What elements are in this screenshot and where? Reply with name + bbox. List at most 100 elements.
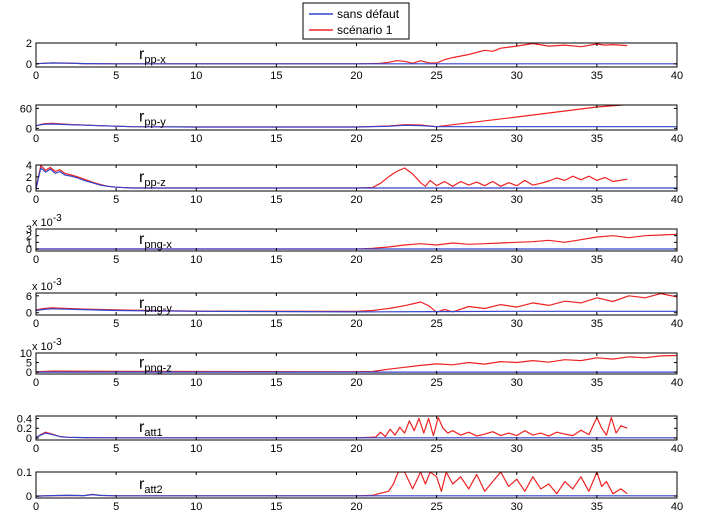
- x-tick-label: 5: [113, 377, 119, 389]
- y-tick-label: 2: [26, 38, 32, 50]
- x-tick-label: 40: [671, 443, 683, 455]
- series-line-scenario-1: [36, 354, 677, 373]
- subplot-att2: 0 5 10 15 20 25 30 35 40 0 0.1 ratt2: [17, 467, 683, 513]
- x-tick-label: 30: [511, 194, 523, 206]
- x-tick-label: 30: [511, 318, 523, 330]
- y-tick-label: 1: [26, 237, 32, 249]
- y-tick-label: 0.2: [17, 423, 32, 435]
- subplot-pp-z: 0 5 10 15 20 25 30 35 40 024 rpp-z: [26, 160, 683, 206]
- panel-label-pp-x: rpp-x: [139, 46, 166, 66]
- x-tick-label: 35: [591, 377, 603, 389]
- x-tick-label: 30: [511, 501, 523, 513]
- x-tick-label: 40: [671, 318, 683, 330]
- y-tick-label: 0.4: [17, 413, 32, 425]
- x-tick-label: 30: [511, 133, 523, 145]
- y-tick-label: 0: [26, 433, 32, 445]
- x-tick-label: 10: [190, 70, 202, 82]
- y-tick-label: 0: [26, 123, 32, 135]
- x-tick-label: 0: [33, 318, 39, 330]
- x-tick-label: 20: [350, 133, 362, 145]
- series-line-scenario-1: [36, 165, 628, 189]
- x-tick-label: 0: [33, 194, 39, 206]
- y-tick-label: 60: [20, 103, 32, 115]
- x-tick-label: 15: [270, 254, 282, 266]
- panel-label-att1: ratt1: [139, 419, 163, 439]
- x-tick-label: 10: [190, 133, 202, 145]
- y-tick-label: 10: [20, 348, 32, 360]
- x-tick-label: 5: [113, 501, 119, 513]
- x-tick-label: 10: [190, 194, 202, 206]
- x-tick-label: 10: [190, 501, 202, 513]
- axes-frame: [35, 164, 678, 192]
- y-axis-exponent: x 10-3: [32, 213, 62, 229]
- x-tick-label: 5: [113, 254, 119, 266]
- series-line-scenario-1: [36, 43, 628, 65]
- x-tick-label: 15: [270, 133, 282, 145]
- x-tick-label: 35: [591, 318, 603, 330]
- subplot-pp-y: 0 5 10 15 20 25 30 35 40 0 60 rpp-y: [20, 103, 683, 145]
- subplot-pp-x: 0 5 10 15 20 25 30 35 40 0 2 rpp-x: [26, 38, 683, 82]
- x-tick-label: 25: [431, 70, 443, 82]
- legend: sans défaut scénario 1: [302, 2, 410, 40]
- x-tick-label: 25: [431, 194, 443, 206]
- x-tick-label: 10: [190, 318, 202, 330]
- x-tick-label: 35: [591, 501, 603, 513]
- axes-frame: [35, 471, 678, 499]
- series-line-sans-defaut: [36, 432, 677, 439]
- series-line-scenario-1: [36, 416, 628, 439]
- panel-label-pp-y: rpp-y: [139, 109, 166, 129]
- series-line-sans-defaut: [36, 123, 677, 128]
- y-tick-label: 5: [26, 358, 32, 370]
- x-tick-label: 30: [511, 70, 523, 82]
- x-tick-label: 40: [671, 254, 683, 266]
- x-tick-label: 0: [33, 70, 39, 82]
- x-tick-label: 30: [511, 254, 523, 266]
- x-tick-label: 25: [431, 377, 443, 389]
- x-tick-label: 5: [113, 133, 119, 145]
- x-tick-label: 20: [350, 254, 362, 266]
- series-group: [36, 43, 677, 65]
- x-tick-label: 25: [431, 318, 443, 330]
- series-line-sans-defaut: [36, 308, 677, 313]
- x-tick-label: 40: [671, 133, 683, 145]
- series-line-scenario-1: [36, 233, 677, 250]
- panel-label-png-y: rpng-y: [139, 295, 172, 315]
- x-tick-label: 35: [591, 194, 603, 206]
- series-line-scenario-1: [36, 472, 628, 497]
- y-tick-label: 2: [26, 172, 32, 184]
- series-line-sans-defaut: [36, 494, 677, 497]
- series-group: [36, 472, 677, 497]
- x-tick-label: 35: [591, 70, 603, 82]
- legend-entry-scenario-1-label: scénario 1: [337, 23, 393, 37]
- legend-entry-sans-defaut-label: sans défaut: [337, 7, 400, 21]
- x-tick-label: 30: [511, 443, 523, 455]
- x-tick-label: 25: [431, 443, 443, 455]
- x-tick-label: 5: [113, 318, 119, 330]
- x-tick-label: 15: [270, 377, 282, 389]
- panel-label-png-z: rpng-z: [139, 355, 172, 375]
- x-tick-label: 25: [431, 501, 443, 513]
- series-line-sans-defaut: [36, 167, 677, 189]
- x-tick-label: 40: [671, 194, 683, 206]
- y-axis-exponent: x 10-3: [32, 277, 62, 293]
- x-tick-label: 35: [591, 254, 603, 266]
- y-tick-label: 0: [26, 184, 32, 196]
- x-tick-label: 20: [350, 70, 362, 82]
- series-group: [36, 354, 677, 373]
- x-tick-label: 40: [671, 501, 683, 513]
- x-tick-label: 5: [113, 443, 119, 455]
- x-tick-label: 25: [431, 254, 443, 266]
- y-tick-label: 0: [26, 367, 32, 379]
- x-tick-label: 5: [113, 70, 119, 82]
- y-axis-exponent: x 10-3: [32, 337, 62, 353]
- y-tick-label: 6: [26, 291, 32, 303]
- subplot-png-y: 0 5 10 15 20 25 30 35 40 0 6x 10-3 rpng-y: [26, 277, 683, 330]
- x-tick-label: 20: [350, 443, 362, 455]
- x-tick-label: 10: [190, 377, 202, 389]
- x-tick-label: 15: [270, 501, 282, 513]
- x-tick-label: 15: [270, 443, 282, 455]
- panel-label-att2: ratt2: [139, 476, 163, 496]
